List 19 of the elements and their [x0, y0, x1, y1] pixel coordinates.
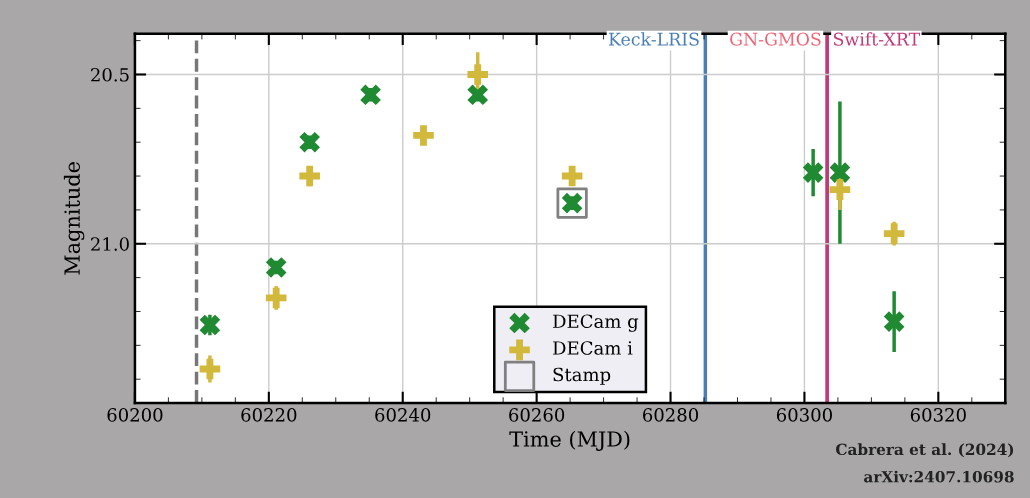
x-tick-label: 60260	[509, 408, 565, 422]
x-tick-label: 60240	[375, 408, 431, 422]
text: arXiv:2407.10698	[864, 470, 1014, 483]
y-tick-label: 21.0	[91, 237, 129, 251]
y-tick-label: 20.5	[91, 67, 129, 82]
text: Cabrera et al. (2024)	[836, 443, 1014, 458]
ref-line-label: Keck-LRIS	[609, 32, 699, 46]
x-tick-label: 60220	[241, 408, 297, 422]
x-tick-label: 60280	[643, 408, 699, 422]
x-tick-label: 60300	[776, 408, 832, 422]
x-tick-label: 60320	[910, 408, 966, 422]
ref-line-label: Swift-XRT	[834, 32, 921, 46]
legend-label: DECam i	[553, 341, 633, 355]
legend-label: DECam g	[553, 314, 639, 332]
y-axis-title: Magnitude	[63, 162, 85, 275]
x-axis-title: Time (MJD)	[509, 430, 630, 451]
legend-label: Stamp	[553, 367, 611, 385]
ref-line-label: GN-GMOS	[730, 32, 821, 46]
x-tick-label: 60200	[107, 408, 163, 422]
